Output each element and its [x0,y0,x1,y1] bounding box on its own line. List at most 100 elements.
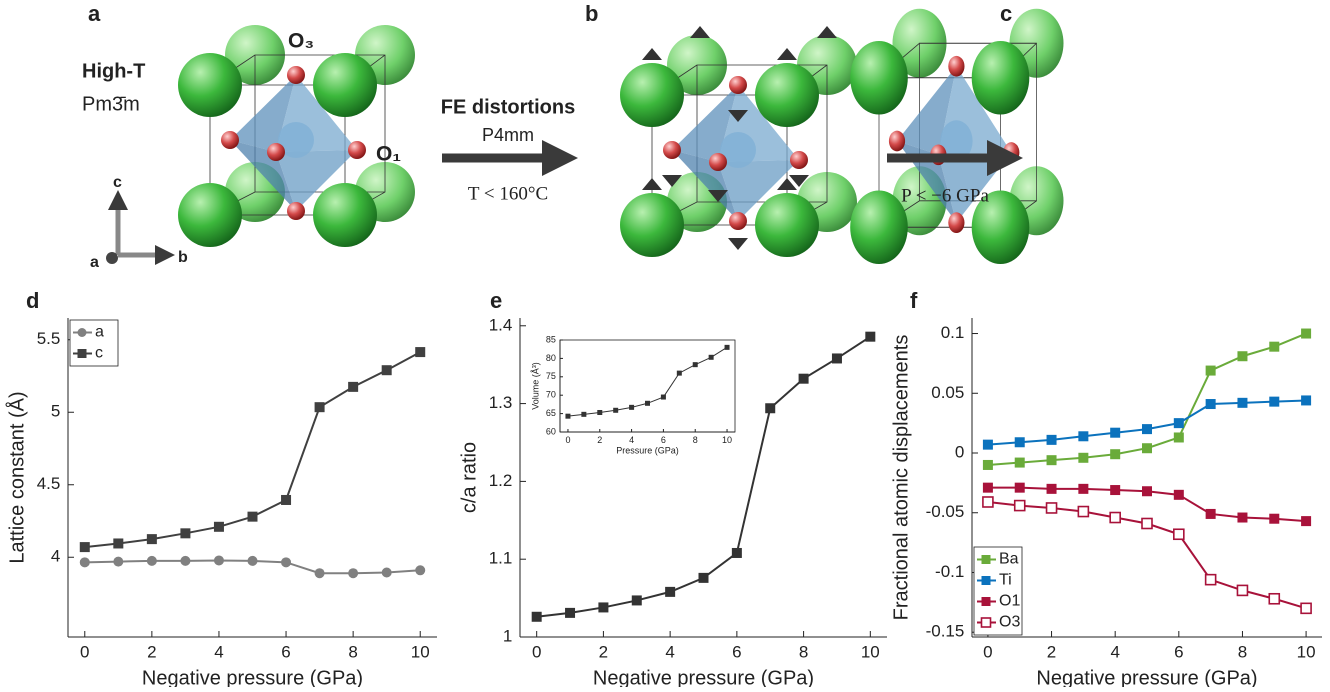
panel-label: b [585,1,598,26]
x-tick-label: 8 [348,643,357,662]
y-tick-label: 80 [546,353,556,363]
marker [765,403,776,414]
x-tick-label: 2 [597,435,602,445]
marker [1045,502,1058,514]
marker [1173,432,1184,443]
marker [698,572,709,583]
panel-label: f [910,288,918,313]
marker [1301,395,1312,406]
y-axis-label: Volume (Å³) [530,362,540,410]
marker [665,586,676,597]
marker [565,413,571,419]
legend-label: Ti [999,572,1012,589]
marker [1014,457,1025,468]
marker [981,555,991,564]
x-tick-label: 2 [147,643,156,662]
marker [77,328,87,337]
marker [798,373,809,384]
y-axis-label: Lattice constant (Å) [5,391,28,563]
panel-label: c [1000,1,1012,26]
x-tick-label: 6 [1174,643,1183,662]
marker [1046,434,1057,445]
x-tick-label: 4 [665,643,674,662]
space-group: Pm3̄m [82,93,140,115]
marker [348,568,359,579]
panel-label: a [88,1,101,26]
y-tick-label: 1.3 [489,393,513,412]
x-tick-label: 8 [1238,643,1247,662]
x-tick-label: 8 [799,643,808,662]
marker [660,394,666,400]
marker [981,597,991,606]
marker [1173,528,1185,541]
x-axis-label: Negative pressure (GPa) [1036,667,1257,687]
y-tick-label: 60 [546,426,556,436]
marker [1173,418,1184,429]
marker [415,347,426,358]
marker [731,547,742,558]
marker [381,365,392,376]
y-tick-label: 1.1 [489,549,513,568]
legend-label: O1 [999,593,1020,610]
panel-label: e [490,288,502,313]
marker [831,353,842,364]
marker [1204,573,1217,586]
x-tick-label: 0 [983,643,992,662]
axis-label: b [178,249,188,266]
panel-label: d [26,288,39,313]
y-tick-label: -0.1 [935,562,964,581]
marker [1205,508,1216,519]
marker [79,542,90,553]
y-tick-label: 70 [546,390,556,400]
legend-label: Ba [999,551,1019,568]
marker [1237,397,1248,408]
series-line [987,399,1307,446]
marker [1046,483,1057,494]
marker [1205,399,1216,410]
marker [1109,511,1121,524]
marker [1078,483,1089,494]
marker [1110,485,1121,496]
x-tick-label: 6 [732,643,741,662]
marker [1173,489,1184,500]
y-tick-label: 5 [51,402,60,421]
marker [980,617,992,628]
x-tick-label: 10 [722,435,732,445]
marker [113,538,124,549]
marker [1268,592,1281,605]
marker [1205,365,1216,376]
x-tick-label: 4 [214,643,223,662]
marker [1046,455,1057,466]
axis-triad [106,190,175,265]
marker [314,402,325,413]
marker [629,404,635,410]
marker [1014,437,1025,448]
y-tick-label: 1.4 [489,315,513,334]
arrow-label: T < 160°C [468,183,548,204]
marker [247,555,258,566]
marker [314,568,325,579]
marker [146,534,157,545]
marker [1077,505,1090,518]
x-tick-label: 0 [80,643,89,662]
x-tick-label: 6 [281,643,290,662]
marker [865,331,876,342]
x-tick-label: 10 [411,643,430,662]
y-tick-label: 65 [546,408,556,418]
x-tick-label: 2 [599,643,608,662]
marker [1078,452,1089,463]
marker [631,595,642,606]
marker [281,494,292,505]
marker [1269,513,1280,524]
marker [1014,482,1025,493]
y-tick-label: 0.05 [931,383,964,402]
inset-frame [559,339,736,433]
axis-label: a [90,254,99,271]
x-tick-label: 10 [861,643,880,662]
x-axis-label: Negative pressure (GPa) [142,667,363,687]
marker [77,349,87,358]
marker [981,576,991,585]
x-tick-label: 4 [629,435,634,445]
y-axis-label: c/a ratio [458,442,480,513]
marker [1301,328,1312,339]
